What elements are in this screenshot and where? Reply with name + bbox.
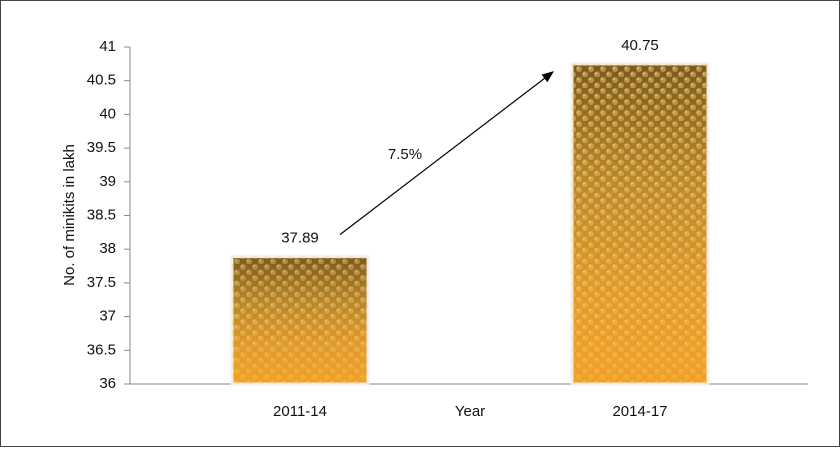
y-tick-label: 40.5 xyxy=(87,72,116,89)
y-tick-label: 41 xyxy=(99,38,116,55)
y-tick-label: 37.5 xyxy=(87,274,116,291)
y-tick-label: 36.5 xyxy=(87,341,116,358)
y-axis-label: No. of minikits in lakh xyxy=(61,144,78,286)
x-tick-label: 2011-14 xyxy=(273,403,327,420)
bar xyxy=(230,255,370,386)
y-tick-label: 38.5 xyxy=(87,206,116,223)
y-tick-label: 39 xyxy=(99,173,116,190)
growth-arrow xyxy=(339,71,554,236)
x-tick-label: 2014-17 xyxy=(612,403,667,420)
data-label: 37.89 xyxy=(281,230,319,247)
annotation: 7.5% xyxy=(388,146,422,163)
y-tick-label: 39.5 xyxy=(87,139,116,156)
y-tick-label: 37 xyxy=(99,308,116,325)
x-axis-label: Year xyxy=(455,403,485,420)
data-label: 40.75 xyxy=(621,37,659,54)
y-tick-label: 40 xyxy=(99,105,116,122)
y-tick-label: 36 xyxy=(99,375,116,392)
y-tick-label: 38 xyxy=(99,240,116,257)
bar xyxy=(570,62,710,386)
